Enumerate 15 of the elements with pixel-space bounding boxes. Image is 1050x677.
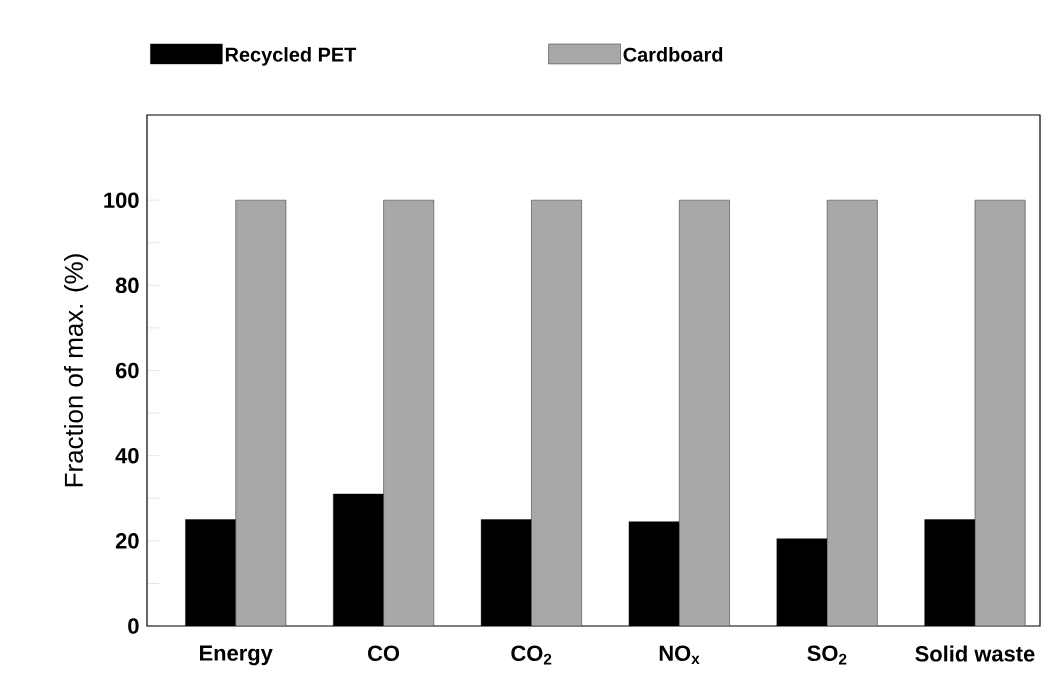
y-tick-label: 40 — [115, 447, 139, 464]
legend-label: Cardboard — [623, 47, 723, 62]
y-tick-label: 20 — [115, 533, 139, 549]
x-tick-label: SO$_{2}$ — [807, 645, 847, 665]
y-tick-label: 100 — [104, 192, 139, 208]
y-tick-label: 60 — [115, 362, 139, 379]
x-tick-label: CO$_{2}$ — [511, 645, 552, 665]
legend-label: Recycled PET — [225, 47, 357, 66]
y-tick-label: 0 — [128, 618, 139, 634]
y-axis-title: Fraction of max. (%) — [63, 254, 89, 487]
x-tick-label: NO$_{x}$ — [659, 645, 700, 664]
x-tick-label: Solid waste — [915, 645, 1035, 662]
x-tick-label: Energy — [200, 645, 273, 666]
x-tick-label: CO — [368, 645, 400, 662]
y-tick-label: 80 — [115, 277, 139, 294]
